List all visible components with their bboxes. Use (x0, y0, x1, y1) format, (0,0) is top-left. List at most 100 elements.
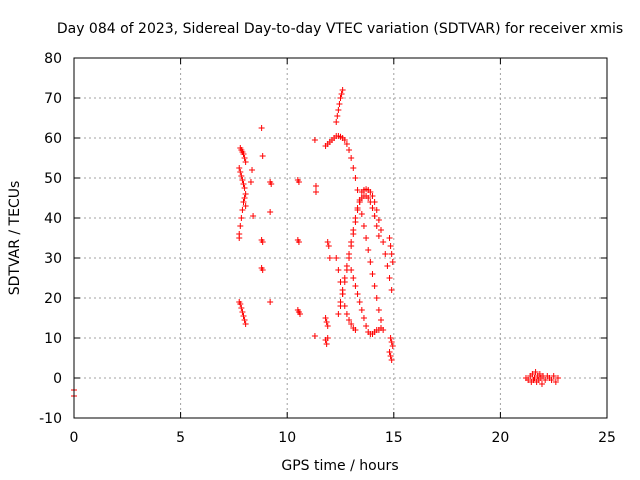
data-point (378, 325, 385, 331)
data-point (238, 173, 245, 179)
data-point (360, 223, 367, 229)
data-point (388, 287, 395, 293)
data-point (296, 311, 303, 317)
data-point (311, 333, 318, 339)
data-point (241, 317, 248, 323)
data-point (333, 255, 340, 261)
data-point (363, 323, 370, 329)
plot-frame (73, 57, 608, 419)
data-point (371, 283, 378, 289)
data-point (375, 307, 382, 313)
x-tick-label: 5 (176, 430, 185, 446)
data-point (378, 227, 385, 233)
data-point (237, 169, 244, 175)
y-axis-label: SDTVAR / TECUs (7, 181, 23, 296)
y-tick-label: -10 (39, 411, 62, 427)
data-point (343, 141, 350, 147)
data-point (532, 369, 539, 375)
y-tick-label: 0 (53, 371, 62, 387)
data-point (240, 181, 247, 187)
data-point (238, 215, 245, 221)
x-tick-label: 10 (278, 430, 296, 446)
y-tick-label: 80 (44, 51, 62, 67)
data-point (384, 263, 391, 269)
data-point (531, 375, 538, 381)
y-tick-label: 10 (44, 331, 62, 347)
data-point (338, 91, 345, 97)
data-points (71, 87, 561, 399)
data-point (259, 153, 266, 159)
data-point (341, 275, 348, 281)
data-point (389, 343, 396, 349)
data-point (259, 239, 266, 245)
x-tick-label: 20 (491, 430, 509, 446)
data-point (542, 377, 549, 383)
data-point (380, 239, 387, 245)
data-point (323, 341, 330, 347)
data-point (352, 215, 359, 221)
data-point (388, 357, 395, 363)
data-point (369, 205, 376, 211)
data-point (375, 233, 382, 239)
data-point (267, 209, 274, 215)
data-point (343, 263, 350, 269)
data-point (242, 159, 249, 165)
data-point (552, 379, 559, 385)
data-point (386, 275, 393, 281)
data-point (350, 227, 357, 233)
data-point (343, 311, 350, 317)
chart-title: Day 084 of 2023, Sidereal Day-to-day VTE… (57, 21, 623, 37)
data-point (387, 353, 394, 359)
data-point (312, 189, 319, 195)
data-point (387, 335, 394, 341)
data-point (339, 87, 346, 93)
x-tick-label: 25 (598, 430, 616, 446)
data-point (241, 155, 248, 161)
data-point (323, 319, 330, 325)
data-point (241, 195, 248, 201)
data-point (238, 305, 245, 311)
data-point (348, 267, 355, 273)
data-point (324, 239, 331, 245)
data-point (538, 381, 545, 387)
data-point (371, 213, 378, 219)
data-point (388, 251, 395, 257)
data-point (258, 125, 265, 131)
data-point (369, 271, 376, 277)
data-point (240, 313, 247, 319)
data-point (373, 207, 380, 213)
data-point (525, 377, 532, 383)
data-point (352, 327, 359, 333)
data-point (237, 301, 244, 307)
data-point (267, 299, 274, 305)
data-point (356, 199, 363, 205)
data-point (360, 315, 367, 321)
data-point (350, 165, 357, 171)
y-tick-label: 20 (44, 291, 62, 307)
data-point (382, 251, 389, 257)
data-point (341, 137, 348, 143)
data-point (373, 223, 380, 229)
data-point (352, 283, 359, 289)
data-point (367, 199, 374, 205)
data-point (239, 309, 246, 315)
data-point (529, 371, 536, 377)
data-point (326, 255, 333, 261)
data-point (259, 267, 266, 273)
data-point (388, 339, 395, 345)
data-point (322, 315, 329, 321)
data-point (236, 165, 243, 171)
data-point (554, 375, 561, 381)
data-point (335, 267, 342, 273)
data-point (367, 259, 374, 265)
data-point (247, 179, 254, 185)
data-point (311, 137, 318, 143)
data-point (354, 291, 361, 297)
data-point (241, 185, 248, 191)
data-point (358, 307, 365, 313)
data-point (346, 147, 353, 153)
data-point (242, 203, 249, 209)
data-point (365, 247, 372, 253)
data-point (348, 155, 355, 161)
